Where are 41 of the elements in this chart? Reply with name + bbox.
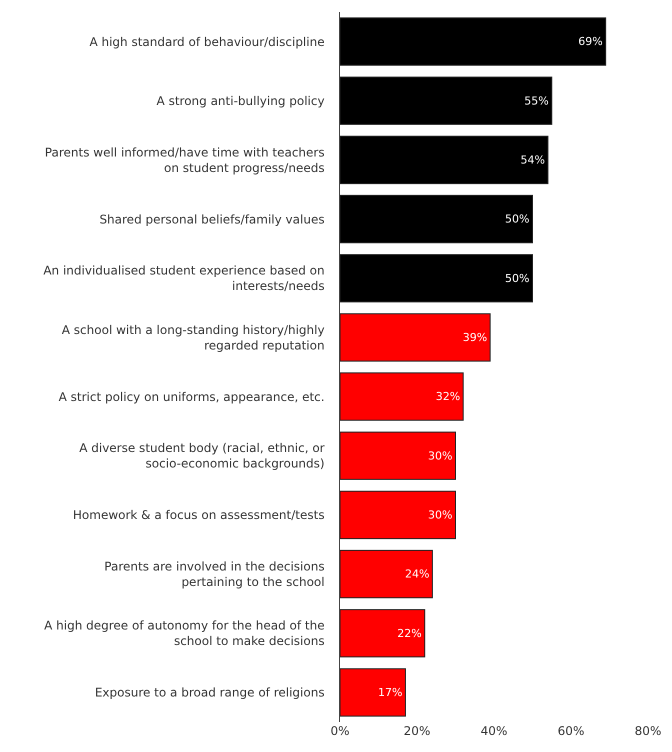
data-label: 17% — [378, 686, 402, 699]
y-tick-label: A strong anti-bullying policy — [156, 94, 325, 108]
data-label: 69% — [578, 35, 603, 48]
data-label: 24% — [404, 568, 430, 581]
bar — [340, 254, 533, 302]
bar — [340, 432, 456, 480]
bar — [340, 372, 464, 421]
y-tick-label: An individualised student experience based on interests/needs — [43, 264, 325, 294]
bar — [340, 490, 456, 540]
bar — [340, 609, 426, 658]
data-label: 32% — [436, 390, 460, 404]
bar — [340, 136, 548, 184]
y-tick-label: Parents are involved in the decisions pertaining to the school — [104, 559, 325, 590]
y-tick-label: Parents well informed/have time with teachers on student progress/needs — [44, 145, 325, 175]
data-label: 30% — [428, 508, 452, 522]
x-tick-label: 40% — [480, 724, 508, 738]
data-label: 50% — [505, 272, 530, 285]
data-label: 55% — [524, 94, 549, 108]
x-tick-label: 60% — [558, 724, 584, 738]
y-tick-label: A high standard of behaviour/discipline — [89, 34, 325, 49]
bar — [340, 17, 606, 66]
y-tick-label: A diverse student body (racial, ethnic, or socio-economic backgrounds) — [79, 441, 325, 471]
bar — [340, 550, 433, 598]
x-tick-label: 0% — [330, 724, 350, 738]
y-tick-label: Shared personal beliefs/family values — [99, 212, 325, 226]
x-tick-label: 80% — [634, 724, 662, 738]
bar — [340, 313, 491, 362]
bar — [340, 76, 552, 125]
data-label: 22% — [397, 626, 422, 640]
y-tick-label: A strict policy on uniforms, appearance, etc. — [58, 390, 325, 404]
data-label: 50% — [505, 212, 530, 226]
x-tick-label: 20% — [404, 724, 430, 738]
y-tick-label: Homework & a focus on assessment/tests — [72, 508, 325, 522]
data-label: 39% — [462, 330, 488, 344]
bar — [340, 668, 406, 717]
data-label: 30% — [428, 449, 452, 462]
y-tick-label: Exposure to a broad range of religions — [94, 686, 325, 700]
data-label: 54% — [520, 153, 545, 166]
bar — [340, 194, 533, 244]
y-tick-label: A high degree of autonomy for the head of the school to make decisions — [44, 618, 325, 648]
y-tick-label: A school with a long-standing history/highly regarded reputation — [62, 322, 325, 352]
